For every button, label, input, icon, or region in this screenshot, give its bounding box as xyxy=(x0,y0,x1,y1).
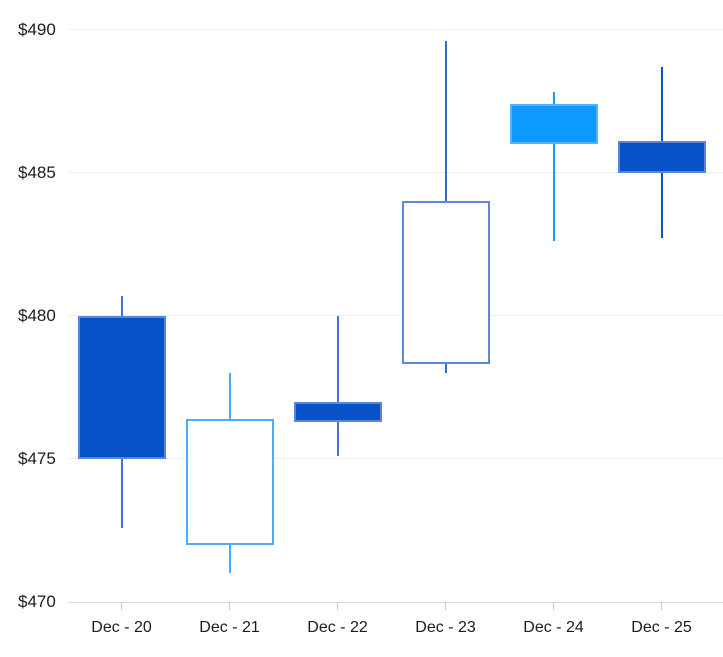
candle-dec-23[interactable] xyxy=(401,40,490,373)
y-axis-label: $475 xyxy=(18,448,56,468)
y-axis-label: $470 xyxy=(18,592,56,611)
x-axis-tick xyxy=(121,602,122,610)
candle-body xyxy=(77,315,166,459)
y-gridline xyxy=(68,172,723,174)
y-gridline xyxy=(68,29,723,30)
x-axis-tick xyxy=(337,602,338,610)
x-axis-label: Dec - 23 xyxy=(415,619,476,636)
candle-dec-21[interactable] xyxy=(185,373,274,574)
candle-wick xyxy=(336,315,339,456)
candle-body xyxy=(509,103,598,144)
y-gridline xyxy=(68,315,723,317)
x-axis-label: Dec - 25 xyxy=(631,619,692,636)
y-axis-label: $485 xyxy=(18,162,56,182)
x-axis-tick xyxy=(229,602,230,610)
y-gridline xyxy=(68,458,723,460)
x-axis-label: Dec - 24 xyxy=(523,619,584,636)
candle-body xyxy=(293,401,382,422)
x-axis-tick xyxy=(661,602,662,610)
y-axis-label: $490 xyxy=(18,19,56,39)
candle-dec-22[interactable] xyxy=(293,315,382,456)
x-axis-label: Dec - 22 xyxy=(307,619,368,636)
candle-body xyxy=(185,418,274,545)
x-axis-label: Dec - 21 xyxy=(199,619,260,636)
y-axis-label: $480 xyxy=(18,305,56,325)
x-axis-tick xyxy=(553,602,554,610)
x-axis-tick xyxy=(445,602,446,610)
candle-dec-24[interactable] xyxy=(509,92,598,242)
candle-body xyxy=(401,201,490,365)
candle-dec-25[interactable] xyxy=(617,66,706,239)
candle-wick xyxy=(552,92,555,242)
x-axis-line xyxy=(68,601,723,603)
candle-dec-20[interactable] xyxy=(77,295,166,528)
x-axis-label: Dec - 20 xyxy=(91,619,152,636)
candle-body xyxy=(617,141,706,173)
